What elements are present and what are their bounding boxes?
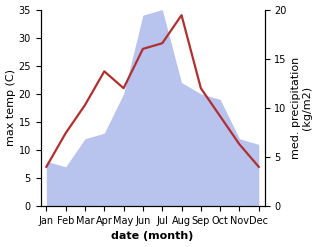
Y-axis label: max temp (C): max temp (C)	[5, 69, 16, 146]
X-axis label: date (month): date (month)	[111, 231, 194, 242]
Y-axis label: med. precipitation
(kg/m2): med. precipitation (kg/m2)	[291, 57, 313, 159]
